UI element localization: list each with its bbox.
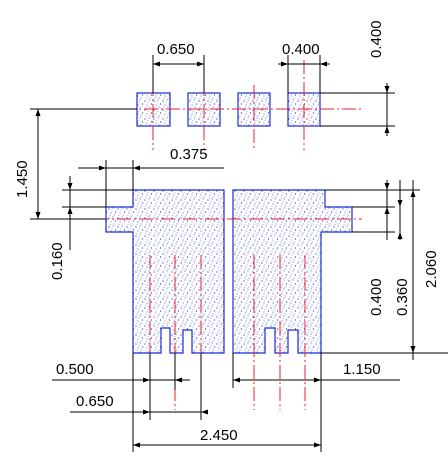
dim-total-height: 2.060 xyxy=(423,250,440,288)
beam-sections xyxy=(105,189,353,354)
dim-pile-height: 0.400 xyxy=(368,20,385,58)
dim-top-offset: 1.450 xyxy=(14,160,31,198)
right-section xyxy=(232,189,353,354)
dimension-lines xyxy=(30,55,448,452)
left-section xyxy=(105,189,225,354)
centerlines xyxy=(95,60,362,410)
dim-half-width: 1.150 xyxy=(343,361,381,378)
dim-flange-thickness: 0.160 xyxy=(49,242,66,280)
dim-pile-spacing: 0.650 xyxy=(157,41,195,58)
dim-slot-width: 0.500 xyxy=(56,361,94,378)
dim-ledge-height: 0.400 xyxy=(368,278,385,316)
dim-total-width: 2.450 xyxy=(200,427,238,444)
dim-pile-width: 0.400 xyxy=(282,41,320,58)
dim-flange-offset: 0.375 xyxy=(170,146,208,163)
dim-slot-spacing: 0.650 xyxy=(76,393,114,410)
dim-step-height: 0.360 xyxy=(394,278,411,316)
